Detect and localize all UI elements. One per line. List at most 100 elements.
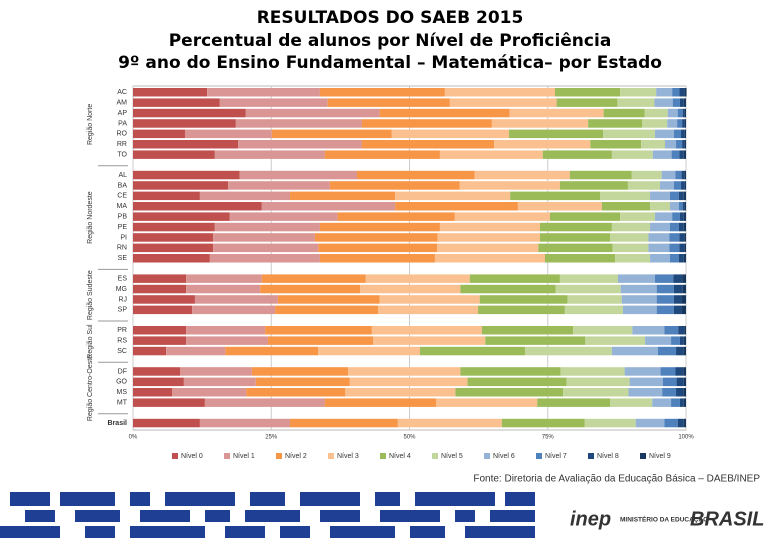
legend-swatch	[172, 453, 178, 459]
bar-segment	[437, 233, 541, 242]
bar-segment	[564, 305, 623, 315]
bar-segment	[133, 346, 167, 356]
bar-segment	[538, 243, 613, 253]
bar-segment	[324, 150, 440, 159]
bar-segment	[601, 202, 651, 211]
bar-segment	[540, 222, 612, 232]
bar-segment	[469, 274, 560, 283]
bar-segment	[683, 367, 686, 376]
bar-segment	[186, 274, 262, 283]
bar-segment	[199, 418, 291, 428]
bar-segment	[600, 191, 651, 201]
y-tick-label: RJ	[118, 296, 127, 303]
bar-segment	[395, 191, 511, 201]
bar-segment	[660, 181, 674, 190]
chart-title: RESULTADOS DO SAEB 2015	[257, 8, 524, 28]
bar-segment	[664, 326, 679, 335]
bar-segment	[275, 305, 378, 315]
bar-segment	[133, 254, 210, 263]
bar-segment	[672, 212, 680, 221]
bar-segment	[611, 222, 651, 232]
bar-segment	[186, 326, 266, 335]
bar-segment	[628, 388, 663, 397]
bar-segment	[679, 398, 684, 407]
bar-segment	[133, 88, 208, 97]
bar-segment	[395, 202, 518, 211]
bar-segment	[439, 222, 541, 232]
logo-inep: inep	[570, 508, 611, 530]
bar-segment	[629, 377, 663, 387]
bar-segment	[251, 367, 349, 376]
bar-segment	[650, 202, 670, 211]
bar-segment	[361, 119, 492, 128]
bar-segment	[621, 295, 657, 304]
bar-segment	[656, 305, 674, 315]
y-tick-label: SE	[118, 255, 128, 262]
bar-segment	[133, 222, 215, 232]
y-tick-label: MT	[117, 399, 128, 406]
bar-segment	[229, 212, 338, 221]
bar-segment	[260, 284, 361, 294]
bar-segment	[682, 284, 686, 294]
legend-swatch	[328, 453, 334, 459]
bar-segment	[290, 418, 398, 428]
bar-segment	[645, 336, 672, 345]
bar-segment	[669, 222, 679, 232]
bar-segment	[542, 150, 612, 159]
bar-segment	[554, 88, 621, 97]
bar-segment	[525, 346, 612, 356]
y-tick-label: AL	[118, 172, 127, 179]
bar-segment	[681, 129, 685, 139]
bar-segment	[683, 98, 686, 107]
bar-segment	[324, 398, 437, 407]
bar-segment	[436, 398, 538, 407]
bar-segment	[133, 150, 215, 159]
bar-segment	[650, 254, 670, 263]
bar-segment	[684, 326, 686, 335]
y-tick-label: MS	[117, 389, 128, 396]
x-tick-label: 100%	[678, 435, 694, 441]
bar-segment	[133, 305, 193, 315]
y-tick-label: BA	[118, 182, 128, 189]
bar-segment	[684, 233, 686, 242]
bar-segment	[199, 191, 291, 201]
bar-segment	[439, 150, 543, 159]
bar-segment	[319, 222, 440, 232]
bar-segment	[133, 243, 214, 253]
bar-segment	[681, 295, 686, 304]
bar-segment	[675, 367, 684, 376]
legend-label: Nível 4	[389, 453, 411, 460]
bar-segment	[683, 336, 686, 345]
bar-segment	[675, 170, 682, 180]
bar-segment	[449, 98, 557, 107]
bar-segment	[655, 274, 674, 283]
legend-swatch	[536, 453, 542, 459]
bar-segment	[620, 88, 657, 97]
bar-segment	[555, 284, 621, 294]
bar-segment	[478, 305, 565, 315]
y-tick-label: Brasil	[108, 420, 128, 427]
bar-segment	[656, 284, 674, 294]
bar-segment	[460, 284, 556, 294]
bar-segment	[569, 170, 632, 180]
bar-segment	[615, 254, 651, 263]
bar-segment	[510, 191, 601, 201]
bar-segment	[133, 233, 214, 242]
y-tick-label: PB	[118, 213, 128, 220]
legend-label: Nível 2	[285, 453, 307, 460]
bar-segment	[656, 295, 674, 304]
bar-segment	[434, 254, 545, 263]
bar-segment	[319, 254, 435, 263]
bar-segment	[624, 367, 661, 376]
legend-swatch	[276, 453, 282, 459]
bar-segment	[648, 233, 670, 242]
bar-segment	[225, 346, 319, 356]
bar-segment	[667, 108, 678, 118]
bar-segment	[684, 181, 686, 190]
bar-segment	[585, 336, 646, 345]
bar-segment	[673, 284, 683, 294]
bar-segment	[684, 170, 686, 180]
bar-segment	[261, 202, 396, 211]
legend-label: Nível 3	[337, 453, 359, 460]
bar-segment	[365, 274, 470, 283]
